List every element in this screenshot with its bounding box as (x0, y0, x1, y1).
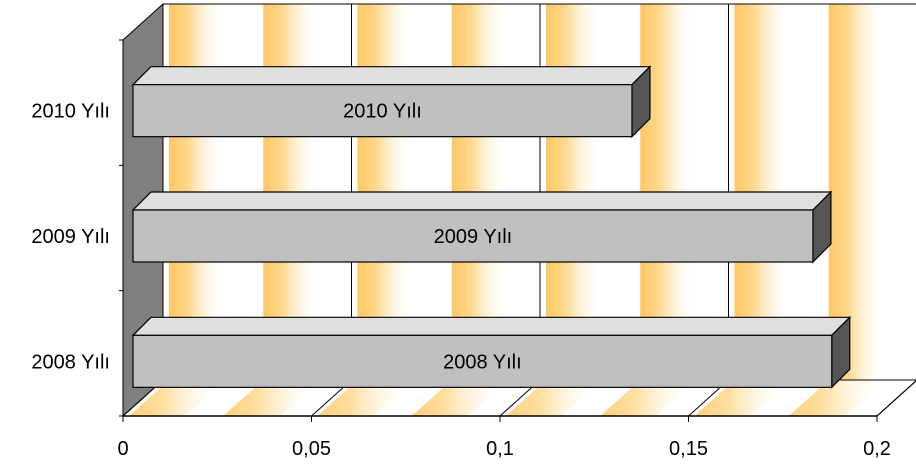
bar-top-face (131, 191, 833, 211)
bar-top-face (131, 316, 852, 336)
floor-stripe (600, 380, 697, 416)
bar-data-label: 2009 Yılı (434, 226, 513, 248)
y-category-label: 2010 Yılı (31, 101, 110, 123)
x-tick-label: 0,2 (863, 438, 891, 460)
bar (132, 334, 833, 388)
y-category-label: 2009 Yılı (31, 226, 110, 248)
bar (132, 209, 814, 263)
bar-top-face (131, 66, 652, 86)
floor-stripe (223, 380, 320, 416)
labels: 0 0,05 0,1 0,15 0,2 2008 Yılı 2008 Yılı 2009 Yı… (31, 101, 891, 460)
bar-data-label: 2008 Yılı (443, 351, 522, 373)
x-tick-label: 0,15 (669, 438, 708, 460)
y-category-label: 2008 Yılı (31, 351, 110, 373)
floor-stripe (694, 380, 791, 416)
floor-stripe (788, 380, 885, 416)
floor-stripe (506, 380, 602, 416)
bar (132, 84, 633, 138)
floor-stripe (317, 380, 414, 416)
x-tick-label: 0 (117, 438, 128, 460)
floor-stripe (129, 380, 225, 416)
floor-right-edge (876, 380, 916, 417)
floor-stripe (411, 380, 508, 416)
x-tick-label: 0,1 (486, 438, 514, 460)
bar-data-label: 2010 Yılı (343, 101, 422, 123)
x-tick-label: 0,05 (292, 438, 331, 460)
bars (131, 65, 852, 389)
